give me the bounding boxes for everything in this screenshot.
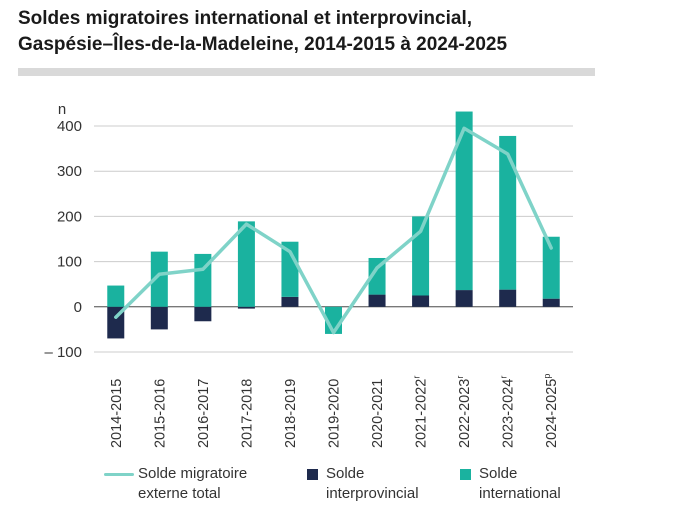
legend-label-international: Solde international [479,465,561,502]
x-tick-label: 2020-2021 [370,379,386,448]
x-tick-superscript: r [412,376,422,379]
legend-label-total: Solde migratoire externe total [138,465,248,502]
x-tick-label: 2014-2015 [109,379,125,448]
y-tick-label: – 100 [44,344,82,361]
bar-international [281,241,299,297]
bar-international [542,236,560,299]
bar-international [499,135,517,290]
bar-interprovincial [499,289,517,307]
x-tick-label: 2024-2025p [542,374,560,448]
total-line [114,126,553,335]
x-tick-label: 2021-2022r [412,376,430,448]
y-tick-label: 200 [57,208,82,225]
y-tick-label: 0 [74,299,82,316]
x-tick-label: 2023-2024r [499,376,517,448]
bar-interprovincial [150,306,168,330]
x-tick-label: 2022-2023r [455,376,473,448]
y-tick-label: 400 [57,118,82,135]
bar-interprovincial [542,298,560,307]
chart-title: Soldes migratoires international et inte… [18,6,688,58]
x-tick-labels: 2014-2015 2015-2016 2016-2017 2017-2018 2018… [109,374,560,448]
chart-title-line1: Soldes migratoires international et inte… [18,8,472,29]
y-tick-labels: – 100 0 100 200 300 400 [44,118,82,361]
x-tick-label: 2017-2018 [239,379,255,448]
x-tick-label: 2016-2017 [196,379,212,448]
x-tick-label: 2015-2016 [152,379,168,448]
bar-interprovincial [368,294,386,307]
bar-international [368,257,386,295]
x-tick-label: 2018-2019 [283,379,299,448]
legend-line-swatch [104,473,134,476]
legend-box-swatch-interprovincial [307,469,318,480]
bar-international [455,111,473,291]
total-line-path [114,126,553,335]
chart-title-line2: Gaspésie–Îles-de-la-Madeleine, 2014-2015… [18,34,508,55]
bar-interprovincial [194,306,212,322]
x-tick-superscript: r [455,376,465,379]
y-tick-label: 100 [57,254,82,271]
legend-label-interprovincial: Solde interprovincial [326,465,419,502]
bar-interprovincial [281,296,299,307]
x-tick-superscript: r [499,376,509,379]
legend-box-swatch-international [460,469,471,480]
bar-interprovincial [455,290,473,307]
bar-international [237,221,255,307]
bar-international [150,251,168,307]
y-axis-label: n [58,101,66,118]
bar-international [107,285,125,307]
bar-interprovincial [237,306,255,309]
bar-interprovincial [412,295,430,307]
y-tick-label: 300 [57,163,82,180]
x-tick-label: 2019-2020 [327,379,343,448]
title-divider [18,68,595,76]
x-tick-superscript: p [542,374,552,379]
